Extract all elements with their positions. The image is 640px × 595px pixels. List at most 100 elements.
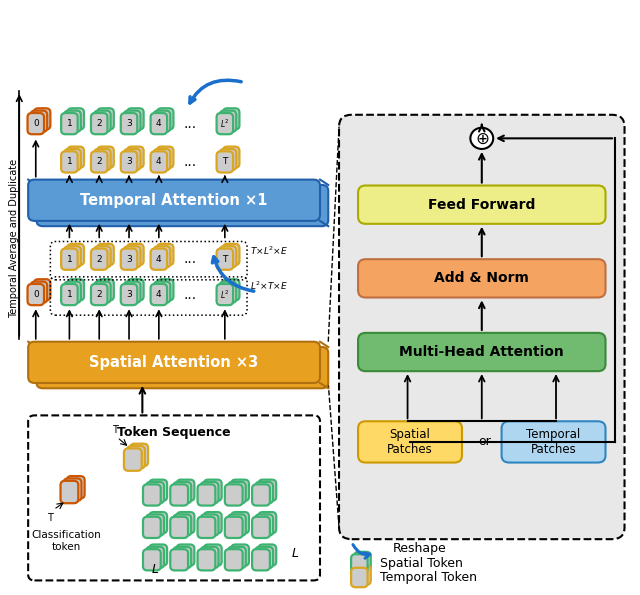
FancyBboxPatch shape bbox=[36, 347, 328, 389]
FancyBboxPatch shape bbox=[91, 249, 108, 270]
FancyBboxPatch shape bbox=[252, 517, 270, 538]
FancyBboxPatch shape bbox=[61, 481, 78, 503]
Text: or: or bbox=[479, 436, 492, 449]
FancyBboxPatch shape bbox=[358, 333, 605, 371]
FancyBboxPatch shape bbox=[64, 281, 81, 303]
FancyBboxPatch shape bbox=[351, 568, 367, 587]
FancyBboxPatch shape bbox=[97, 244, 114, 265]
FancyBboxPatch shape bbox=[149, 544, 167, 566]
Text: ...: ... bbox=[184, 287, 196, 302]
Text: ...: ... bbox=[184, 155, 196, 169]
FancyBboxPatch shape bbox=[225, 517, 243, 538]
Text: Temporal Token: Temporal Token bbox=[380, 571, 477, 584]
FancyBboxPatch shape bbox=[94, 246, 111, 267]
Text: $L^2{\times}T{\times}E$: $L^2{\times}T{\times}E$ bbox=[250, 280, 289, 292]
FancyBboxPatch shape bbox=[502, 421, 605, 462]
FancyBboxPatch shape bbox=[255, 547, 273, 568]
Text: 2: 2 bbox=[97, 290, 102, 299]
FancyBboxPatch shape bbox=[259, 480, 276, 501]
FancyBboxPatch shape bbox=[121, 284, 137, 305]
FancyBboxPatch shape bbox=[61, 151, 77, 173]
FancyBboxPatch shape bbox=[121, 113, 137, 134]
FancyBboxPatch shape bbox=[201, 547, 218, 568]
FancyBboxPatch shape bbox=[36, 185, 328, 226]
FancyBboxPatch shape bbox=[124, 111, 140, 132]
Text: T: T bbox=[222, 158, 228, 167]
Text: 0: 0 bbox=[33, 119, 38, 128]
Text: T: T bbox=[47, 513, 53, 523]
FancyBboxPatch shape bbox=[28, 342, 320, 383]
Text: 2: 2 bbox=[97, 119, 102, 128]
FancyBboxPatch shape bbox=[121, 151, 137, 173]
FancyBboxPatch shape bbox=[31, 111, 47, 132]
FancyBboxPatch shape bbox=[170, 517, 188, 538]
FancyBboxPatch shape bbox=[67, 244, 84, 265]
FancyBboxPatch shape bbox=[231, 480, 249, 501]
Text: $L^2$: $L^2$ bbox=[220, 117, 230, 130]
FancyBboxPatch shape bbox=[204, 512, 221, 533]
FancyBboxPatch shape bbox=[220, 111, 236, 132]
Text: 1: 1 bbox=[67, 290, 72, 299]
Text: 4: 4 bbox=[156, 119, 162, 128]
FancyBboxPatch shape bbox=[154, 149, 170, 170]
FancyBboxPatch shape bbox=[216, 113, 233, 134]
Text: Spatial
Patches: Spatial Patches bbox=[387, 428, 433, 456]
Text: 2: 2 bbox=[97, 158, 102, 167]
FancyBboxPatch shape bbox=[143, 484, 161, 506]
Text: 1: 1 bbox=[67, 158, 72, 167]
FancyBboxPatch shape bbox=[97, 108, 114, 130]
FancyBboxPatch shape bbox=[157, 146, 173, 168]
FancyBboxPatch shape bbox=[91, 113, 108, 134]
FancyBboxPatch shape bbox=[34, 279, 51, 300]
Text: 1: 1 bbox=[67, 119, 72, 128]
FancyBboxPatch shape bbox=[154, 246, 170, 267]
Text: 4: 4 bbox=[156, 290, 162, 299]
FancyBboxPatch shape bbox=[223, 108, 239, 130]
Text: 1: 1 bbox=[67, 255, 72, 264]
FancyBboxPatch shape bbox=[259, 512, 276, 533]
Text: 3: 3 bbox=[126, 158, 132, 167]
FancyBboxPatch shape bbox=[131, 444, 148, 466]
FancyBboxPatch shape bbox=[355, 552, 371, 571]
FancyBboxPatch shape bbox=[61, 284, 77, 305]
FancyBboxPatch shape bbox=[64, 111, 81, 132]
FancyBboxPatch shape bbox=[198, 517, 215, 538]
FancyBboxPatch shape bbox=[124, 449, 141, 471]
Text: 3: 3 bbox=[126, 255, 132, 264]
FancyBboxPatch shape bbox=[34, 108, 51, 130]
FancyBboxPatch shape bbox=[255, 515, 273, 536]
FancyBboxPatch shape bbox=[198, 484, 215, 506]
Text: Temporal Average and Duplicate: Temporal Average and Duplicate bbox=[9, 159, 19, 318]
FancyBboxPatch shape bbox=[124, 246, 140, 267]
FancyBboxPatch shape bbox=[351, 554, 367, 574]
FancyBboxPatch shape bbox=[225, 549, 243, 571]
Text: Spatial Attention ×3: Spatial Attention ×3 bbox=[90, 355, 259, 370]
FancyBboxPatch shape bbox=[146, 547, 164, 568]
FancyBboxPatch shape bbox=[228, 547, 246, 568]
FancyBboxPatch shape bbox=[358, 421, 462, 462]
Text: 2: 2 bbox=[97, 255, 102, 264]
FancyBboxPatch shape bbox=[223, 279, 239, 300]
FancyBboxPatch shape bbox=[150, 151, 167, 173]
FancyBboxPatch shape bbox=[150, 284, 167, 305]
FancyBboxPatch shape bbox=[170, 549, 188, 571]
Text: Temporal Attention ×1: Temporal Attention ×1 bbox=[81, 193, 268, 208]
FancyBboxPatch shape bbox=[157, 244, 173, 265]
FancyBboxPatch shape bbox=[154, 111, 170, 132]
FancyBboxPatch shape bbox=[94, 281, 111, 303]
FancyBboxPatch shape bbox=[28, 113, 44, 134]
FancyBboxPatch shape bbox=[157, 108, 173, 130]
FancyBboxPatch shape bbox=[28, 284, 44, 305]
FancyBboxPatch shape bbox=[201, 515, 218, 536]
FancyBboxPatch shape bbox=[124, 281, 140, 303]
FancyBboxPatch shape bbox=[127, 279, 143, 300]
Text: $L^2$: $L^2$ bbox=[220, 289, 230, 300]
FancyBboxPatch shape bbox=[146, 515, 164, 536]
FancyBboxPatch shape bbox=[64, 478, 81, 501]
Text: Add & Norm: Add & Norm bbox=[435, 271, 529, 286]
FancyBboxPatch shape bbox=[143, 517, 161, 538]
FancyBboxPatch shape bbox=[127, 146, 143, 168]
Text: 4: 4 bbox=[156, 255, 162, 264]
FancyBboxPatch shape bbox=[67, 279, 84, 300]
FancyBboxPatch shape bbox=[31, 281, 47, 303]
